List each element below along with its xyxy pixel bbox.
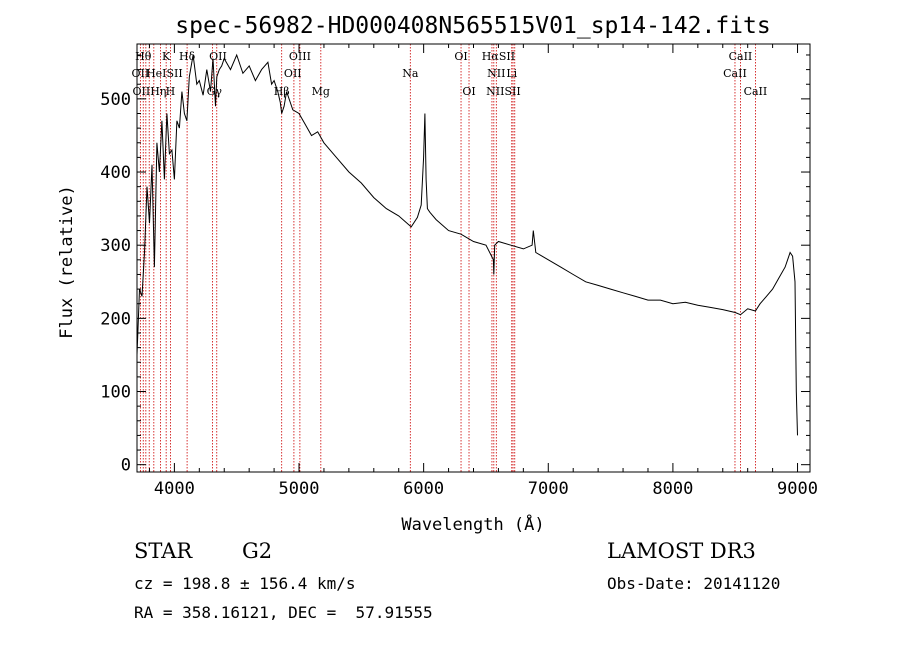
x-tick-label-4: 8000 [652, 479, 693, 499]
spectral-marker-lines [139, 44, 756, 472]
spectral-line-label-22: CaII [744, 85, 768, 98]
spectral-line-label-14: CaII [723, 67, 747, 80]
y-tick-label-3: 300 [100, 236, 131, 256]
survey-name: LAMOST DR3 [607, 539, 756, 563]
y-tick-label-0: 0 [121, 456, 131, 476]
spectral-line-label-10: OII [284, 67, 302, 80]
spectral-line-label-2: Hδ [179, 50, 196, 63]
x-tick-label-2: 6000 [403, 479, 444, 499]
spectral-line-label-12: NII [487, 67, 505, 80]
spectral-line-label-16: H [166, 85, 176, 98]
spectral-line-label-6: HαSII [482, 50, 515, 63]
spectral-line-label-5: OI [454, 50, 467, 63]
spectral-line-label-7: CaII [729, 50, 753, 63]
spectral-line-label-4: OIII [289, 50, 311, 63]
coordinates: RA = 358.16121, DEC = 57.91555 [134, 603, 433, 622]
x-tick-label-5: 9000 [777, 479, 818, 499]
x-tick-label-3: 7000 [528, 479, 569, 499]
spectral-line-label-3: OII [209, 50, 227, 63]
observation-date: Obs-Date: 20141120 [607, 574, 781, 593]
y-tick-label-4: 400 [100, 163, 131, 183]
object-class: STAR [134, 539, 193, 563]
spectral-line-label-19: Mg [312, 85, 330, 98]
y-axis-label: Flux (relative) [57, 185, 77, 339]
spectral-line-label-0: Hθ [135, 50, 152, 63]
spectral-line-label-11: Na [402, 67, 419, 80]
spectral-line-label-13: Li [506, 67, 517, 80]
x-tick-label-0: 4000 [154, 479, 195, 499]
y-axis-ticks: 0 100 200 300 400 500 [100, 54, 810, 476]
plot-frame [136, 43, 811, 473]
x-axis-ticks: 4000 5000 6000 7000 8000 9000 [148, 44, 818, 499]
redshift-cz: cz = 198.8 ± 156.4 km/s [134, 574, 356, 593]
y-tick-label-2: 200 [100, 309, 131, 329]
object-subclass: G2 [242, 539, 273, 563]
y-tick-label-1: 100 [100, 383, 131, 403]
spectral-line-label-1: K [162, 50, 171, 63]
spectral-line-label-9: HeISII [146, 67, 183, 80]
spectral-line-label-8: OII [132, 67, 150, 80]
spectral-line-label-15: OIIHη [133, 85, 167, 98]
x-axis-label: Wavelength (Å) [401, 513, 544, 535]
spectral-line-label-20: OI [462, 85, 475, 98]
y-tick-label-5: 500 [100, 90, 131, 110]
x-tick-label-1: 5000 [279, 479, 320, 499]
chart-title: spec-56982-HD000408N565515V01_sp14-142.f… [175, 13, 770, 39]
spectral-line-label-21: NIISII [486, 85, 521, 98]
flux-series-line [136, 53, 798, 436]
